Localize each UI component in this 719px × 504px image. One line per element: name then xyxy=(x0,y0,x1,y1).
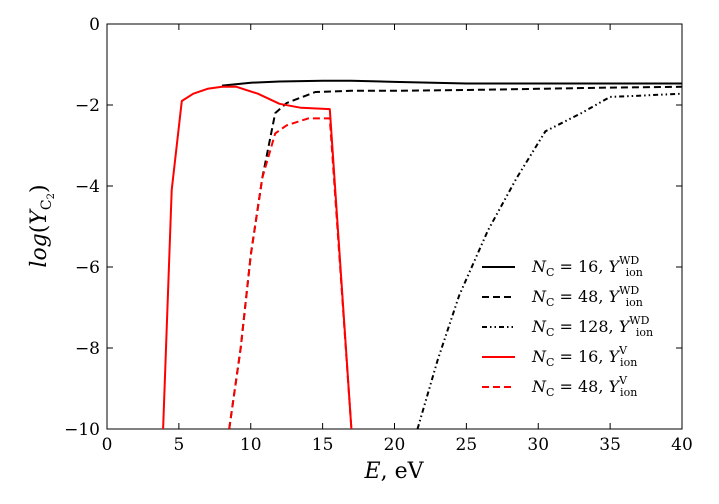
x-tick-label: 40 xyxy=(671,435,693,455)
x-tick-label: 30 xyxy=(527,435,549,455)
series-line-1 xyxy=(221,79,682,87)
y-tick-label: 0 xyxy=(89,15,100,35)
y-tick-label: −2 xyxy=(75,96,100,116)
series-layer xyxy=(162,79,682,429)
x-tick-label: 0 xyxy=(102,435,113,455)
x-tick-label: 15 xyxy=(312,435,334,455)
x-tick-label: 5 xyxy=(173,435,184,455)
x-tick-label: 25 xyxy=(456,435,478,455)
series-line-3 xyxy=(416,92,682,429)
series-line-5 xyxy=(228,117,353,429)
x-axis-label: E, eV xyxy=(364,459,425,484)
x-tick-label: 10 xyxy=(240,435,262,455)
series-line-2 xyxy=(228,85,682,429)
x-tick-label: 35 xyxy=(599,435,621,455)
legend: NC = 16, YWD ion NC = 48, YWD ion NC = 128, … xyxy=(482,254,653,399)
legend-label-3: NC = 128, YWD ion xyxy=(531,314,653,339)
y-axis-label: log(YC2) xyxy=(27,184,57,267)
legend-label-5: NC = 48, YV ion xyxy=(531,374,637,399)
y-tick-label: −6 xyxy=(75,258,100,278)
y-tick-label: −4 xyxy=(75,177,100,197)
x-tick-label: 20 xyxy=(384,435,406,455)
y-tick-label: −10 xyxy=(64,420,100,440)
plot-frame xyxy=(106,23,683,430)
legend-label-2: NC = 48, YWD ion xyxy=(531,284,643,309)
series-line-4 xyxy=(162,85,353,429)
axis-ticks: 0 5 10 15 20 25 30 35 40 0 −2 −4 −6 −8 −10 xyxy=(64,15,693,455)
legend-label-4: NC = 16, YV ion xyxy=(531,344,637,369)
y-tick-label: −8 xyxy=(75,339,100,359)
legend-label-1: NC = 16, YWD ion xyxy=(531,254,643,279)
